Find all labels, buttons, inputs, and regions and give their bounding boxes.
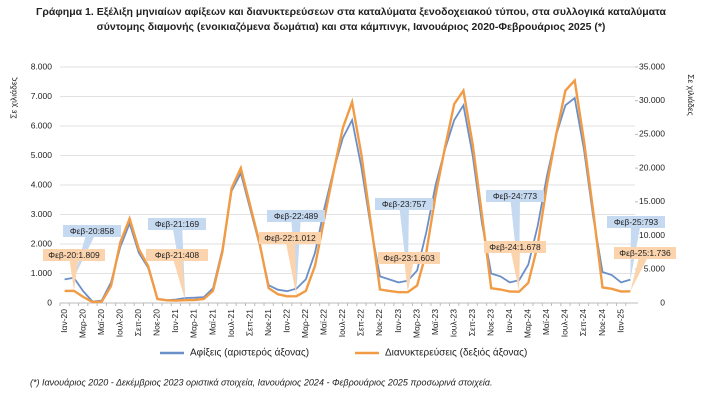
- legend-label: Αφίξεις (αριστερός άξονας): [190, 347, 309, 359]
- x-tick-label: Μαρ-24: [523, 309, 533, 338]
- x-tick-label: Ιαν-20: [59, 309, 69, 333]
- x-tick-label: Μαρ-21: [189, 309, 199, 338]
- x-tick-label: Νοε-24: [597, 309, 607, 336]
- annotation: Φεβ-20:1.809: [48, 250, 100, 260]
- series-line: [64, 77, 631, 304]
- callout-box: [63, 225, 121, 237]
- annotation: Φεβ-21:169: [155, 219, 200, 229]
- y2-axis-label: Σε χιλιάδες: [686, 74, 696, 115]
- x-tick-label: Ιαν-21: [170, 309, 180, 333]
- y2-tick-label: 15.000: [639, 196, 665, 206]
- chart-title: σύντομης διαμονής (ενοικιαζόμενα δωμάτια…: [97, 21, 606, 33]
- callout-box: [378, 252, 440, 264]
- annotation: Φεβ-22:1.012: [264, 233, 316, 243]
- y2-tick-label: 0: [660, 297, 665, 307]
- y-tick-label: 5.000: [31, 150, 53, 160]
- x-tick-label: Νοε-21: [263, 309, 273, 336]
- annotation: Φεβ-23:1.603: [383, 253, 435, 263]
- x-tick-label: Σεπ-24: [578, 309, 588, 336]
- y-axis-label: Σε χιλιάδες: [8, 77, 18, 118]
- callout-pointer: [69, 255, 79, 291]
- x-tick-label: Ιαν-25: [615, 309, 625, 333]
- callout-pointer: [630, 253, 650, 292]
- x-tick-label: Σεπ-20: [133, 309, 143, 336]
- x-tick-label: Μαρ-23: [411, 309, 421, 338]
- y2-tick-label: 35.000: [639, 61, 665, 71]
- annotation: Φεβ-20:858: [70, 226, 115, 236]
- x-tick-label: Μαϊ-20: [96, 309, 106, 335]
- x-tick-label: Μαϊ-21: [207, 309, 217, 335]
- y-tick-label: 6.000: [31, 120, 53, 130]
- y2-tick-label: 5.000: [644, 264, 666, 274]
- callout-box: [614, 247, 676, 259]
- callout-box: [146, 249, 208, 261]
- callout-box: [607, 216, 665, 228]
- callout-box: [486, 190, 544, 202]
- x-tick-label: Ιουλ-23: [448, 309, 458, 338]
- callout-pointer: [404, 258, 414, 293]
- y2-tick-label: 30.000: [639, 95, 665, 105]
- callout-pointer: [172, 255, 186, 301]
- y2-tick-label: 20.000: [639, 162, 665, 172]
- y-tick-label: 7.000: [31, 91, 53, 101]
- y-tick-label: 8.000: [31, 61, 53, 71]
- y-tick-label: 1.000: [31, 268, 53, 278]
- x-tick-label: Ιουλ-22: [337, 309, 347, 338]
- callout-pointer: [285, 238, 297, 297]
- callout-box: [43, 249, 105, 261]
- x-tick-label: Ιαν-22: [281, 309, 291, 333]
- annotation: Φεβ-25:793: [614, 217, 659, 227]
- x-tick-label: Σεπ-21: [244, 309, 254, 336]
- x-tick-label: Ιουλ-21: [226, 309, 236, 338]
- legend-label: Διανυκτερεύσεις (δεξιός άξονας): [385, 347, 527, 359]
- x-tick-label: Νοε-20: [152, 309, 162, 336]
- x-tick-label: Σεπ-22: [356, 309, 366, 336]
- annotation: Φεβ-25:1.736: [619, 248, 671, 258]
- y-tick-label: 2.000: [31, 238, 53, 248]
- callout-box: [259, 232, 321, 244]
- x-tick-label: Μαρ-20: [77, 309, 87, 338]
- annotation: Φεβ-24:1.678: [489, 242, 541, 252]
- x-tick-label: Νοε-23: [486, 309, 496, 336]
- x-tick-label: Μαρ-22: [300, 309, 310, 338]
- x-tick-label: Ιαν-23: [393, 309, 403, 333]
- x-tick-label: Σεπ-23: [467, 309, 477, 336]
- footnote: (*) Ιανουάριος 2020 - Δεκέμβριος 2023 ορ…: [30, 377, 492, 387]
- y-tick-label: 0: [47, 297, 52, 307]
- x-tick-label: Ιουλ-20: [115, 309, 125, 338]
- chart-title: Γράφημα 1. Εξέλιξη μηνιαίων αφίξεων και …: [36, 6, 666, 18]
- annotation: Φεβ-24:773: [493, 191, 538, 201]
- x-tick-label: Μαϊ-24: [541, 309, 551, 335]
- callout-pointer: [510, 247, 520, 292]
- y-tick-label: 3.000: [31, 209, 53, 219]
- x-tick-label: Ιουλ-24: [560, 309, 570, 338]
- y2-tick-label: 25.000: [639, 129, 665, 139]
- callout-box: [148, 218, 206, 230]
- annotation: Φεβ-23:757: [382, 199, 427, 209]
- callout-box: [484, 241, 546, 253]
- x-tick-label: Μαϊ-22: [319, 309, 329, 335]
- annotation: Φεβ-22:489: [274, 211, 319, 221]
- x-tick-label: Μαϊ-23: [430, 309, 440, 335]
- x-tick-label: Ιαν-24: [504, 309, 514, 333]
- y2-tick-label: 10.000: [639, 230, 665, 240]
- callout-box: [375, 198, 433, 210]
- callout-box: [267, 210, 325, 222]
- x-tick-label: Νοε-22: [374, 309, 384, 336]
- annotation: Φεβ-21:408: [155, 250, 200, 260]
- y-tick-label: 4.000: [31, 179, 53, 189]
